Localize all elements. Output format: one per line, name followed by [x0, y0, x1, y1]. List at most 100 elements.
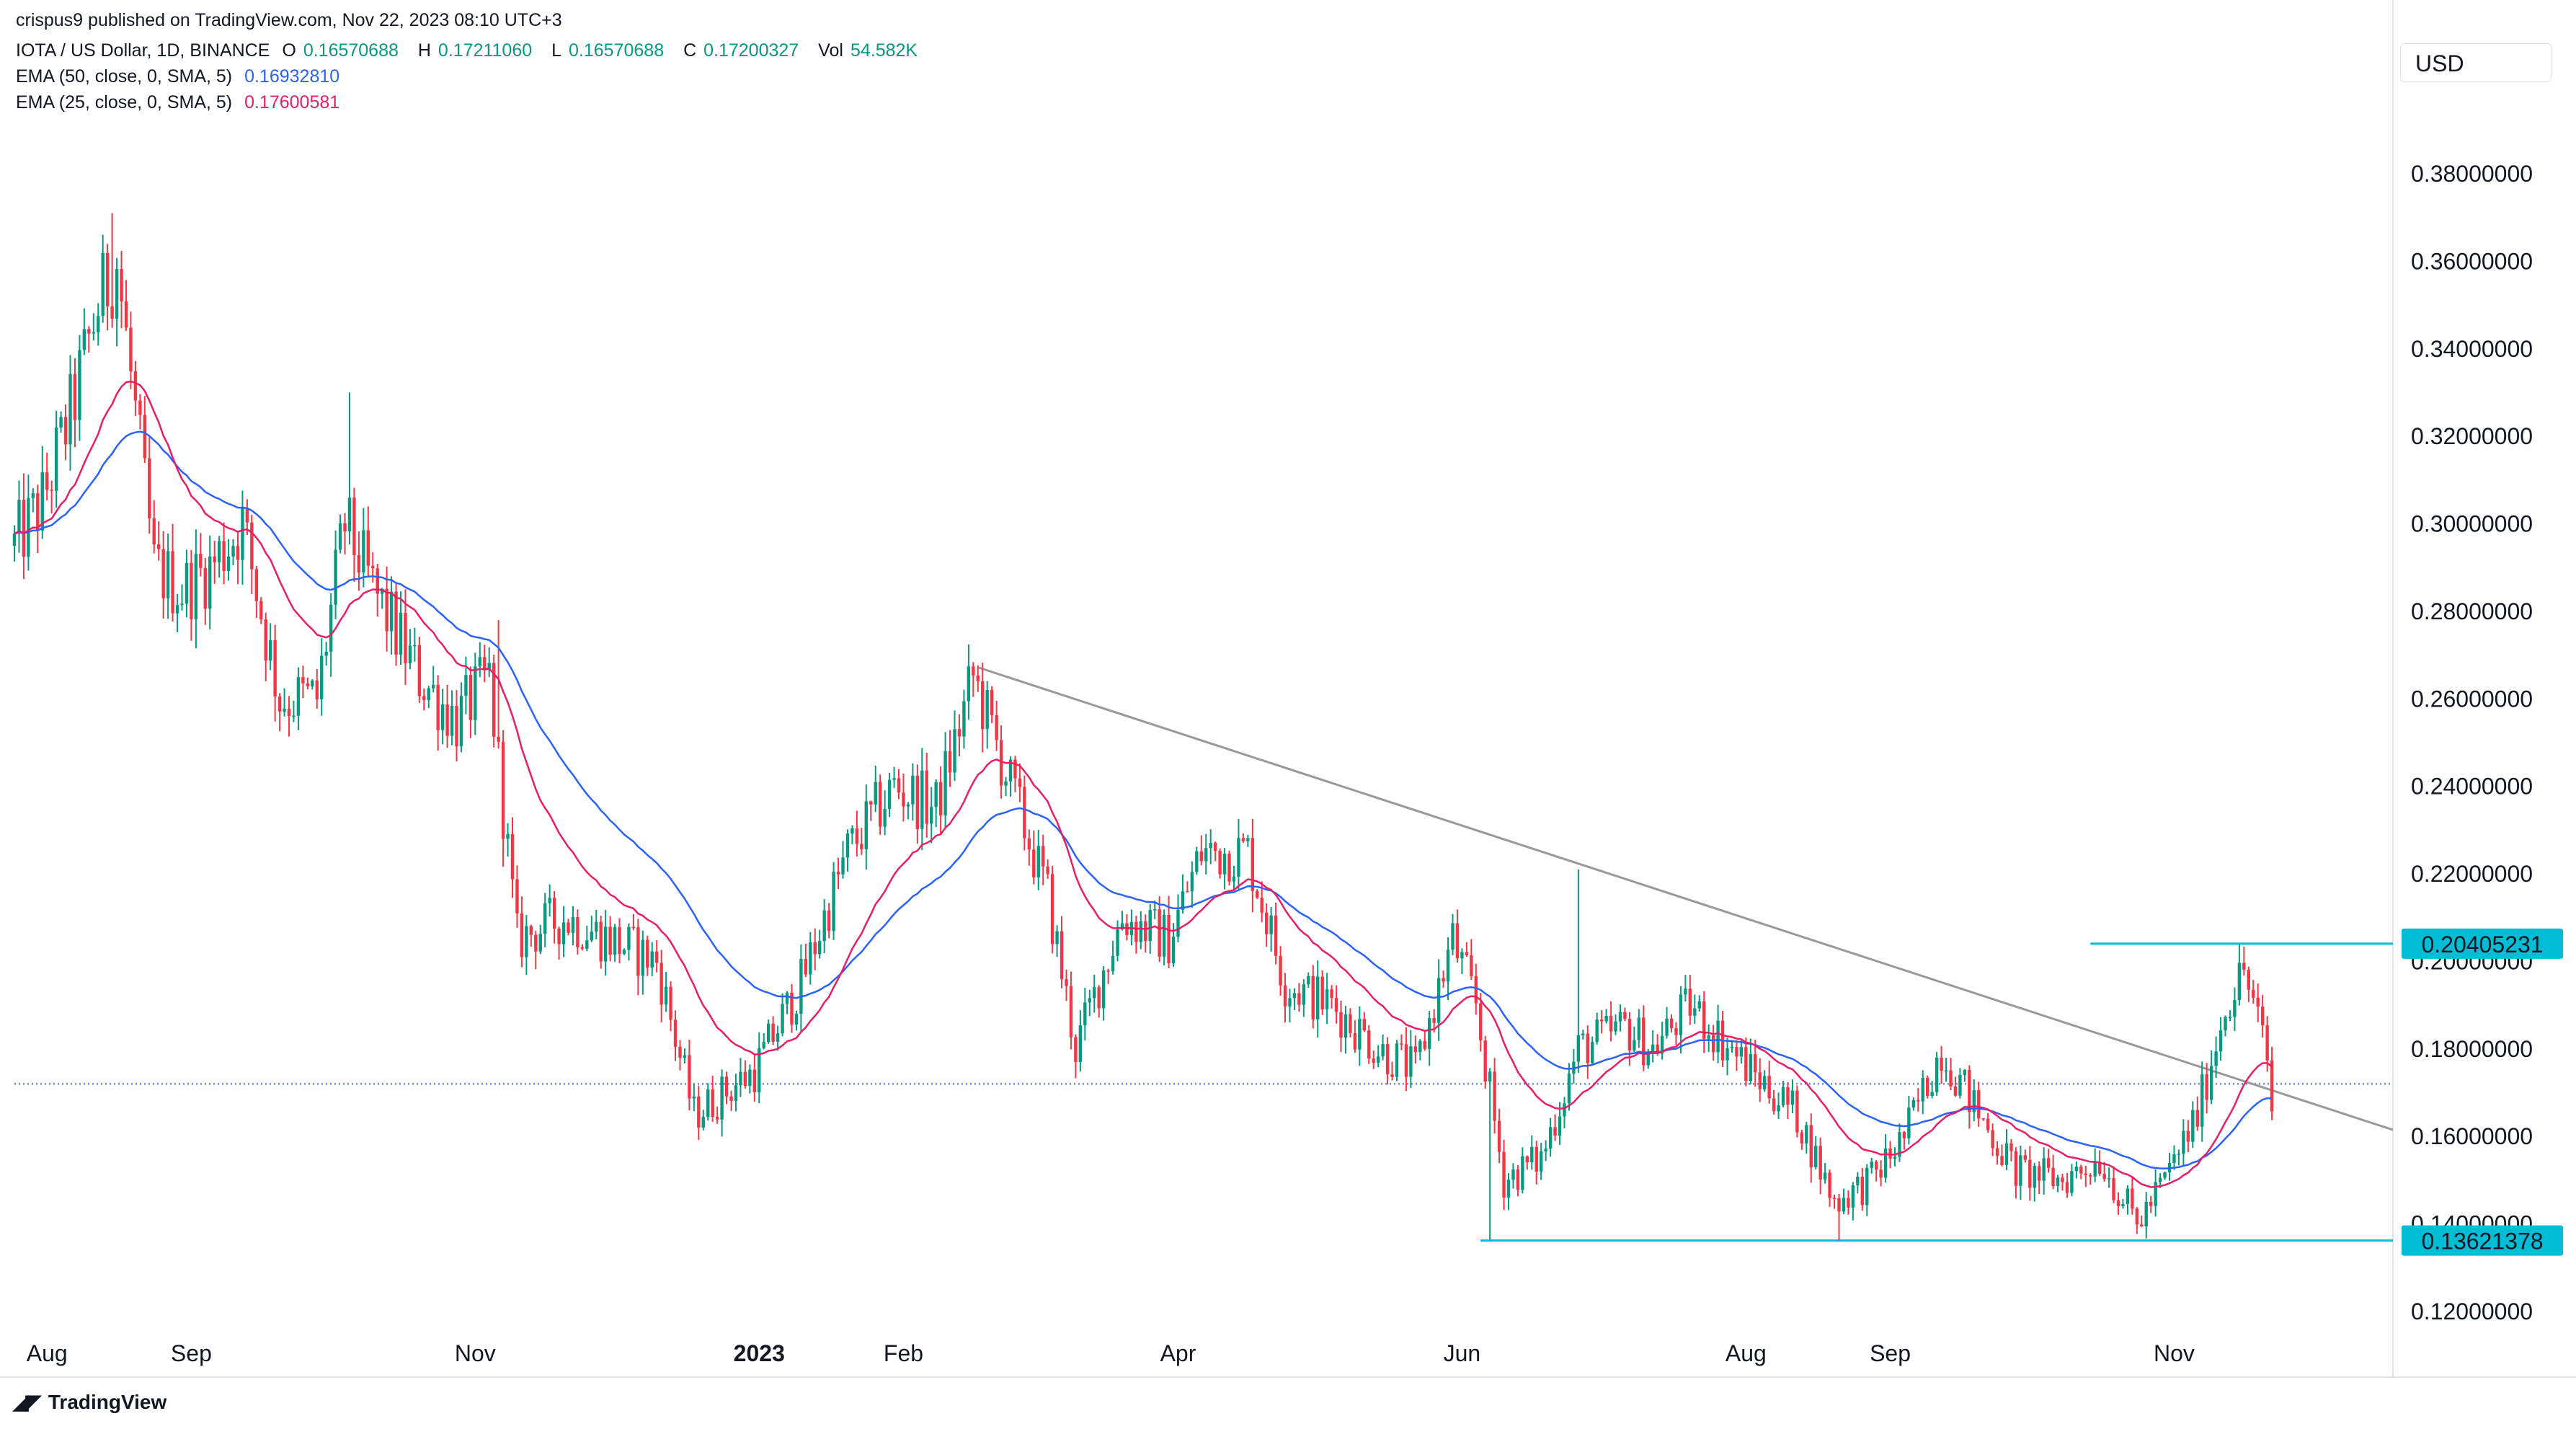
candle-body	[1800, 1132, 1804, 1143]
candle-body	[1921, 1077, 1924, 1102]
candle-body	[1297, 993, 1301, 1005]
candle-body	[1767, 1076, 1771, 1099]
tradingview-logo-icon: ◢◤	[13, 1391, 41, 1413]
candle-body	[1516, 1169, 1520, 1190]
candle-body	[506, 833, 510, 839]
candle-body	[129, 327, 133, 372]
x-tick-label: 2023	[734, 1340, 785, 1366]
candle-body	[1953, 1086, 1958, 1096]
candle-body	[654, 951, 659, 963]
candle-body	[1563, 1103, 1566, 1117]
candle-body	[459, 696, 463, 747]
candle-body	[1702, 1001, 1706, 1039]
candle-body	[1139, 921, 1143, 942]
candle-body	[1497, 1120, 1501, 1152]
candle-body	[2149, 1201, 2153, 1206]
candle-body	[2186, 1131, 2190, 1142]
candle-body	[1581, 1033, 1585, 1035]
candle-body	[1809, 1125, 1813, 1167]
candle-body	[1004, 781, 1008, 786]
candle-body	[1260, 898, 1263, 913]
candle-body	[1907, 1107, 1911, 1138]
candle-body	[1279, 955, 1282, 986]
candle-body	[2038, 1166, 2041, 1181]
candle-body	[2177, 1154, 2181, 1155]
symbol-title[interactable]: IOTA / US Dollar, 1D, BINANCE	[16, 40, 270, 61]
candle-body	[222, 541, 226, 571]
candle-body	[1521, 1156, 1524, 1190]
candle-body	[641, 939, 645, 976]
candle-body	[148, 458, 151, 518]
candle-body	[818, 941, 822, 955]
candle-body	[1269, 915, 1273, 934]
candle-body	[864, 801, 868, 849]
ohlc-close: C 0.17200327	[683, 40, 799, 61]
ema25-legend[interactable]: EMA (25, close, 0, SMA, 5) 0.17600581	[16, 92, 347, 113]
candle-body	[1008, 759, 1013, 782]
candle-body	[68, 373, 72, 445]
candle-body	[217, 541, 221, 562]
candle-body	[1320, 976, 1324, 1010]
candle-body	[474, 666, 477, 720]
candle-body	[1264, 912, 1269, 934]
y-tick-label: 0.34000000	[2411, 336, 2533, 362]
candle-body	[2260, 1007, 2265, 1026]
candle-body	[538, 934, 542, 952]
candle-body	[2214, 1051, 2218, 1066]
candle-body	[701, 1117, 705, 1128]
candle-body	[2195, 1110, 2199, 1127]
candle-body	[152, 518, 156, 545]
candle-body	[1781, 1087, 1785, 1105]
candle-body	[1432, 1018, 1436, 1023]
candle-body	[1186, 891, 1189, 893]
candle-body	[1483, 1040, 1487, 1082]
candle-body	[1930, 1092, 1934, 1097]
candle-body	[1530, 1146, 1534, 1163]
candle-body	[2131, 1188, 2134, 1209]
candle-body	[1749, 1053, 1753, 1081]
candle-body	[669, 986, 672, 1020]
candle-body	[45, 472, 49, 490]
candle-body	[440, 704, 445, 730]
candle-body	[841, 857, 845, 875]
candle-body	[1540, 1151, 1543, 1172]
ohlc-low: L 0.16570688	[551, 40, 665, 61]
candle-body	[17, 500, 21, 534]
candle-body	[673, 1019, 678, 1047]
candle-body	[1874, 1162, 1878, 1170]
candle-body	[1888, 1148, 1892, 1159]
candle-body	[1669, 1018, 1674, 1029]
candle-body	[73, 373, 77, 420]
candle-body	[585, 940, 589, 949]
ohlc-open: O 0.16570688	[282, 40, 399, 61]
candle-body	[781, 1004, 784, 1034]
y-tick-label: 0.36000000	[2411, 248, 2533, 274]
candle-body	[567, 922, 570, 933]
candle-body	[226, 556, 231, 571]
candle-body	[762, 1042, 765, 1048]
candle-body	[1586, 1033, 1589, 1063]
candle-body	[2252, 989, 2255, 998]
level-label-bg	[2402, 1225, 2563, 1256]
x-tick-label: Sep	[1870, 1340, 1911, 1366]
ema50-legend[interactable]: EMA (50, close, 0, SMA, 5) 0.16932810	[16, 66, 347, 87]
candle-body	[245, 508, 249, 523]
candle-body	[115, 269, 119, 319]
candle-body	[525, 926, 528, 957]
candle-body	[1041, 846, 1045, 867]
candle-body	[743, 1071, 747, 1087]
currency-selector[interactable]: USD	[2400, 43, 2551, 82]
symbol-legend: IOTA / US Dollar, 1D, BINANCE O 0.1657068…	[16, 40, 932, 61]
candle-body	[1232, 876, 1236, 882]
candle-body	[1343, 1014, 1348, 1038]
candle-body	[2107, 1178, 2111, 1180]
tradingview-logo[interactable]: ◢◤ TradingView	[13, 1390, 166, 1414]
candle-body	[2097, 1162, 2102, 1174]
candle-body	[2242, 963, 2246, 970]
candle-body	[236, 546, 240, 560]
candle-body	[1097, 987, 1101, 1009]
candle-body	[758, 1048, 761, 1093]
candle-body	[794, 1014, 799, 1025]
candle-body	[1065, 979, 1068, 986]
